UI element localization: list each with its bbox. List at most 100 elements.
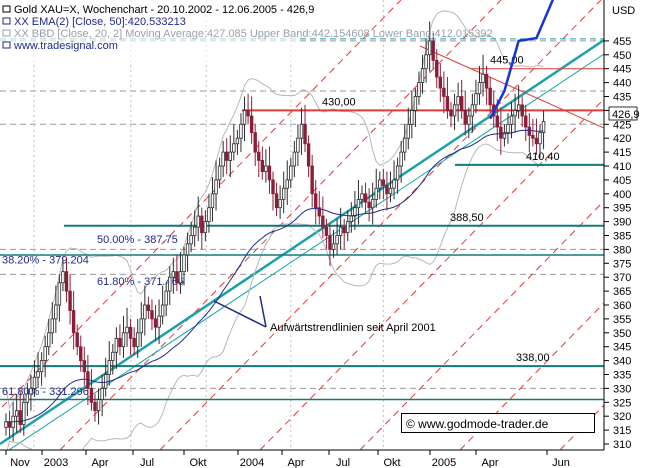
candle-body xyxy=(100,387,104,400)
candle-body xyxy=(349,215,354,222)
candle-body xyxy=(395,165,400,181)
fib-label: 61.80% - 371.466 xyxy=(97,276,184,288)
candle-body xyxy=(438,76,443,89)
candle-body xyxy=(221,151,225,167)
candle-body xyxy=(4,421,8,428)
y-tick-label: 435 xyxy=(613,92,631,104)
candle-body xyxy=(296,137,300,153)
candle-body xyxy=(200,215,204,234)
y-tick-label: 375 xyxy=(613,258,631,270)
candle-body xyxy=(36,371,40,378)
candle-body xyxy=(378,179,382,189)
candle-body xyxy=(459,96,464,111)
x-tick-label: Jun xyxy=(552,457,570,468)
candle-body xyxy=(388,187,393,195)
candle-body xyxy=(143,304,147,320)
candle-body xyxy=(499,126,503,139)
candle-body xyxy=(306,143,311,167)
bollinger-lower xyxy=(6,143,544,450)
candle-body xyxy=(417,82,421,97)
candle-body xyxy=(278,198,282,209)
candle-body xyxy=(317,207,321,217)
legend-entry: XX EMA(2) [Close, 50]:420.533213 xyxy=(14,16,186,28)
candle-body xyxy=(495,115,499,128)
candle-body xyxy=(71,310,76,334)
candle-body xyxy=(146,304,151,311)
copyright-notice: © www.godmode-trader.de xyxy=(401,413,595,433)
candle-body xyxy=(314,193,318,209)
candle-body xyxy=(321,215,325,228)
candle-body xyxy=(435,59,439,78)
candle-body xyxy=(68,290,72,311)
y-tick-label: 405 xyxy=(613,175,631,187)
y-tick-label: 325 xyxy=(613,397,631,409)
candle-body xyxy=(25,393,30,403)
candle-body xyxy=(524,115,528,128)
candle-body xyxy=(164,290,168,306)
candle-body xyxy=(324,226,329,236)
x-tick-label: Apr xyxy=(481,457,498,468)
candle-body xyxy=(54,304,58,320)
candle-body xyxy=(520,104,524,117)
candle-body xyxy=(363,193,368,203)
candle-body xyxy=(203,221,208,234)
candle-body xyxy=(128,326,133,339)
y-tick-label: 370 xyxy=(613,272,631,284)
candle-body xyxy=(260,160,265,172)
candle-body xyxy=(410,110,414,125)
weekly-candles xyxy=(4,21,546,442)
candle-body xyxy=(516,104,521,111)
y-tick-label: 350 xyxy=(613,328,631,340)
y-tick-label: 400 xyxy=(613,189,631,201)
x-tick-label: Jul xyxy=(336,457,350,468)
candle-body xyxy=(175,271,179,284)
candle-body xyxy=(29,387,33,395)
x-tick-label: Nov xyxy=(10,457,30,468)
candle-body xyxy=(118,337,122,348)
level-label: 430,00 xyxy=(322,96,356,108)
fib-label: 61.80% - 331.296 xyxy=(2,386,89,398)
candle-body xyxy=(253,132,257,153)
legend-entry: Gold XAU=X, Wochenchart - 20.10.2002 - 1… xyxy=(14,4,314,16)
legend: Gold XAU=X, Wochenchart - 20.10.2002 - 1… xyxy=(0,0,493,62)
candle-body xyxy=(47,332,51,348)
candle-body xyxy=(531,135,535,139)
candle-body xyxy=(264,165,268,172)
candle-body xyxy=(267,165,272,181)
candle-body xyxy=(114,337,119,353)
x-tick-label: 2004 xyxy=(240,457,264,468)
candle-body xyxy=(214,179,218,195)
candle-body xyxy=(445,96,450,111)
candle-body xyxy=(168,276,172,292)
candle-body xyxy=(289,165,293,181)
candle-body xyxy=(22,401,26,425)
fib-label: 50.00% - 387.75 xyxy=(97,234,178,246)
candle-body xyxy=(139,318,143,334)
legend-entry: www.tradesignal.com xyxy=(13,40,118,52)
ema-path xyxy=(5,129,544,423)
y-tick-label: 425 xyxy=(613,119,631,131)
down-trendline xyxy=(419,45,604,129)
annotation-pointer xyxy=(213,300,267,328)
annotation-pointer xyxy=(259,295,267,328)
candle-body xyxy=(125,326,129,334)
candle-body xyxy=(107,360,111,375)
candle-body xyxy=(225,151,229,161)
legend-entry: XX BBD [Close, 20, 2] Moving Average:427… xyxy=(14,28,493,40)
candle-body xyxy=(43,346,47,362)
candle-body xyxy=(281,187,286,200)
candle-body xyxy=(111,351,115,362)
y-tick-label: 395 xyxy=(613,203,631,215)
candle-body xyxy=(96,399,101,412)
candle-body xyxy=(235,137,240,145)
support-resistance-levels: 445,00 430,00 410,40 388,50 338,00 50.00% - 3… xyxy=(0,38,604,401)
candle-body xyxy=(189,235,193,245)
candle-body xyxy=(427,40,432,56)
candle-body xyxy=(538,132,542,145)
candle-body xyxy=(399,151,403,167)
candle-body xyxy=(182,254,186,273)
candle-body xyxy=(370,198,375,209)
level-label: 338,00 xyxy=(516,352,550,364)
y-tick-label: 380 xyxy=(613,244,631,256)
